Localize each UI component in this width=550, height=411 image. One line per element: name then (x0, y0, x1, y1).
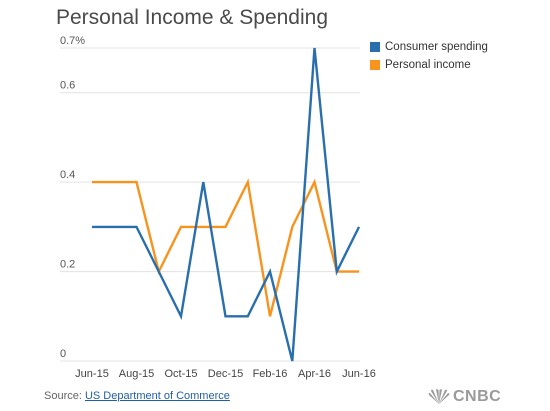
legend-item-personal-income: Personal income (370, 56, 488, 74)
cnbc-logo: CNBC (428, 388, 501, 406)
y-tick-label-3: 0.6 (60, 80, 75, 92)
x-tick-label-3: Dec-15 (208, 368, 243, 380)
y-tick-label-2: 0.4 (60, 169, 75, 181)
source-note: Source: US Department of Commerce (44, 390, 230, 402)
gridlines (60, 47, 360, 362)
x-tick-label-0: Jun-15 (75, 368, 109, 380)
source-link[interactable]: US Department of Commerce (84, 390, 230, 402)
series-line-consumer-spending (92, 47, 361, 362)
series-lines (92, 47, 361, 362)
legend-item-consumer-spending: Consumer spending (370, 38, 488, 56)
y-tick-label-1: 0.2 (60, 259, 75, 271)
legend-label-consumer-spending: Consumer spending (385, 41, 488, 53)
y-tick-label-4: 0.7% (60, 35, 85, 47)
y-tick-label-0: 0 (60, 348, 66, 360)
x-tick-label-2: Oct-15 (164, 368, 197, 380)
x-axis-tick-labels: Jun-15 Aug-15 Oct-15 Dec-15 Feb-16 Apr-16 Jun-… (75, 368, 376, 380)
legend-swatch-consumer-spending (370, 42, 380, 52)
x-tick-label-1: Aug-15 (119, 368, 154, 380)
y-axis-tick-labels: 0 0.2 0.4 0.6 0.7% (60, 35, 85, 360)
chart-title: Personal Income & Spending (56, 6, 329, 29)
legend-swatch-personal-income (370, 60, 380, 70)
series-line-personal-income (92, 178, 359, 317)
x-tick-label-5: Apr-16 (298, 368, 331, 380)
source-prefix: Source: (44, 390, 85, 402)
x-tick-label-4: Feb-16 (253, 368, 288, 380)
line-chart: 0 0.2 0.4 0.6 0.7% Jun-15 Aug-15 Oct-15 Dec-15 F… (60, 35, 376, 380)
x-tick-label-6: Jun-16 (342, 368, 376, 380)
logo-text: CNBC (453, 388, 502, 405)
nbc-peacock-icon (428, 389, 450, 404)
legend: Consumer spending Personal income (370, 38, 488, 74)
legend-label-personal-income: Personal income (385, 59, 471, 71)
